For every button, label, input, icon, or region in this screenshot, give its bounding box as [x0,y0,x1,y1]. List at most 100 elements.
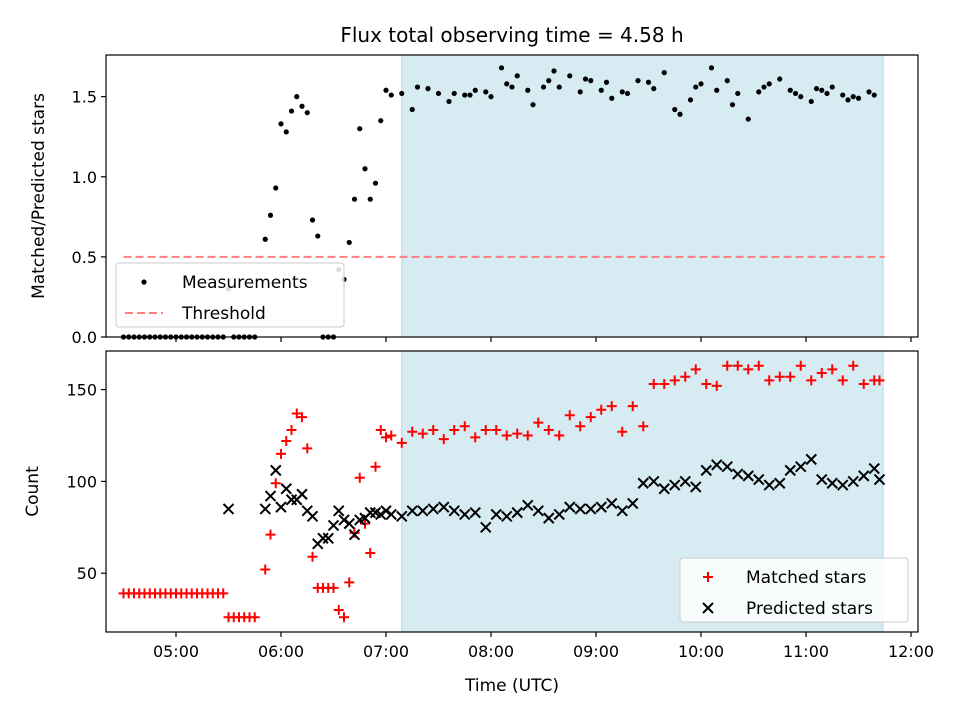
data-point [708,65,715,71]
data-point [306,510,319,523]
data-point [761,84,767,90]
data-point [616,505,628,517]
data-point [753,360,764,371]
data-point [816,368,827,379]
data-point [264,490,277,502]
data-point [798,94,804,100]
data-point [701,379,712,390]
x-axis-label: Time (UTC) [464,676,559,696]
data-point [501,430,512,441]
data-point [427,503,439,515]
data-point [564,501,576,513]
data-point [491,424,502,435]
data-point [690,481,702,493]
data-point [396,510,408,523]
data-point [365,548,376,559]
data-point [582,76,589,82]
data-point [488,94,494,100]
data-point [837,375,848,386]
data-point [743,364,754,375]
data-point [417,428,428,439]
data-point [343,517,355,530]
data-point [333,604,344,615]
data-point [624,90,631,97]
data-point [729,102,736,108]
data-point [327,519,340,532]
y-tick-label: 1.5 [72,88,97,107]
data-point [577,89,583,95]
data-point [785,371,796,382]
data-point [858,470,870,482]
data-point [338,514,350,526]
legend-marker [702,602,714,614]
data-point [532,505,544,517]
data-point [370,461,381,472]
data-point [307,551,318,562]
data-point [533,417,544,428]
series-predicted-stars [222,453,886,550]
data-point [273,185,279,191]
data-point [425,86,431,92]
x-tick-label: 05:00 [153,642,199,661]
data-point [409,106,415,113]
data-point [850,94,856,100]
data-point [711,380,722,391]
data-point [732,360,743,371]
bottom-panel: 50 100 150 05:00 06:00 07:00 08:00 09:00 10:00 11… [66,350,934,661]
data-point [285,494,298,506]
data-point [260,564,271,575]
data-point [522,430,533,441]
data-point [585,503,597,515]
data-point [553,508,565,521]
data-point [606,497,618,510]
data-point [304,110,310,116]
data-point [490,508,502,521]
data-point [467,92,473,98]
data-point [679,475,691,488]
data-point [339,612,349,623]
data-point [281,435,292,446]
data-point [661,70,667,76]
data-point [795,460,807,473]
data-point [659,379,670,390]
data-point [774,371,785,382]
data-point [459,421,470,432]
data-point [375,508,387,521]
data-point [275,501,287,513]
data-point [511,506,523,519]
data-point [735,90,741,97]
legend-label: Matched stars [746,568,866,588]
data-point [873,473,886,486]
y-tick-label: 1.0 [72,168,97,187]
data-point [525,87,531,93]
data-point [690,364,701,375]
data-point [603,79,610,85]
data-point [658,483,670,495]
data-point [386,430,397,441]
data-point [837,479,849,491]
data-point [333,505,345,517]
data-point [218,588,229,599]
x-tick-label: 06:00 [258,642,304,661]
data-point [858,379,869,390]
x-tick-label: 09:00 [573,642,619,661]
data-point [375,424,386,435]
data-point [651,86,657,92]
data-point [276,448,286,459]
data-point [585,412,596,423]
data-point [283,129,289,135]
data-point [784,464,796,477]
data-point [595,501,607,513]
data-point [551,68,557,74]
data-point [564,410,575,421]
data-point [449,424,460,435]
data-point [222,503,235,515]
axes-frame [105,54,919,338]
data-point [680,371,691,382]
data-point [596,404,607,415]
data-point [764,375,775,386]
data-point [637,477,649,489]
data-point [606,401,617,412]
chart-title: Flux total observing time = 4.58 h [340,23,683,47]
data-point [388,92,394,98]
